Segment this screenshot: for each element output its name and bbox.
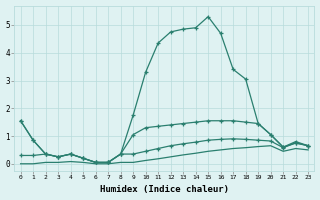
X-axis label: Humidex (Indice chaleur): Humidex (Indice chaleur)	[100, 185, 229, 194]
